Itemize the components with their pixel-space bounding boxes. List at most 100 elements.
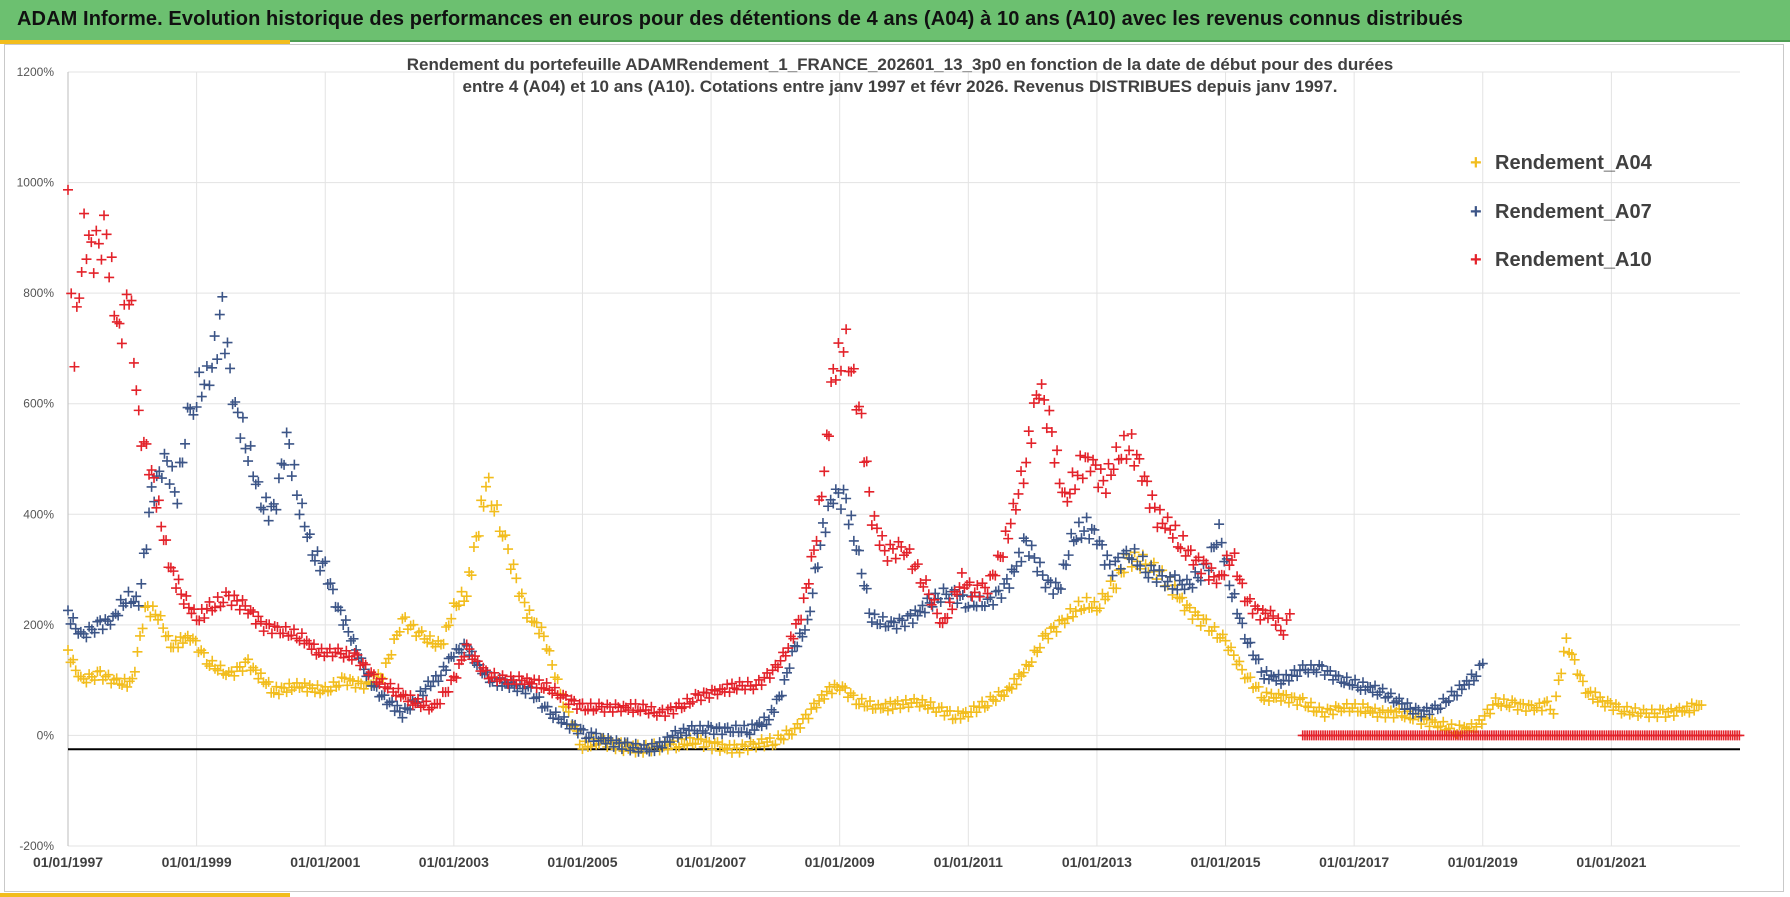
point-a10 bbox=[151, 502, 162, 513]
point-a10 bbox=[1165, 524, 1176, 535]
point-a07 bbox=[700, 728, 711, 739]
point-a04 bbox=[408, 619, 419, 630]
point-a10 bbox=[88, 268, 99, 279]
point-a07 bbox=[1424, 709, 1435, 720]
point-a04 bbox=[243, 654, 254, 665]
point-a04 bbox=[1292, 700, 1303, 711]
point-a07 bbox=[253, 476, 264, 487]
point-a04 bbox=[1062, 613, 1073, 624]
point-a07 bbox=[570, 719, 581, 730]
point-a07 bbox=[1468, 675, 1479, 686]
point-a07 bbox=[751, 719, 762, 730]
point-a07 bbox=[1232, 608, 1243, 619]
point-a04 bbox=[453, 600, 464, 611]
point-a07 bbox=[1311, 667, 1322, 678]
point-a07 bbox=[520, 688, 531, 699]
point-a04 bbox=[971, 707, 982, 718]
point-a04 bbox=[155, 610, 166, 621]
point-a04 bbox=[1498, 694, 1509, 705]
point-a07 bbox=[550, 707, 561, 718]
point-a10 bbox=[538, 683, 549, 694]
point-a04 bbox=[416, 626, 427, 637]
point-a07 bbox=[864, 608, 875, 619]
point-a10 bbox=[1284, 608, 1295, 619]
point-a10 bbox=[395, 691, 406, 702]
point-a04 bbox=[1305, 697, 1316, 708]
point-a10 bbox=[240, 600, 251, 611]
point-a07 bbox=[912, 610, 923, 621]
point-a07 bbox=[805, 606, 816, 617]
point-a04 bbox=[1509, 697, 1520, 708]
point-a04 bbox=[394, 626, 405, 637]
point-a04 bbox=[1283, 697, 1294, 708]
point-a07 bbox=[1402, 698, 1413, 709]
legend-marker-a04: + bbox=[1470, 152, 1482, 174]
point-a04 bbox=[177, 638, 188, 649]
point-a10 bbox=[106, 252, 117, 263]
point-a07 bbox=[1011, 560, 1022, 571]
point-a07 bbox=[1104, 559, 1115, 570]
point-a04 bbox=[207, 655, 218, 666]
point-a07 bbox=[1208, 542, 1219, 553]
point-a10 bbox=[944, 597, 955, 608]
point-a04 bbox=[620, 738, 631, 749]
point-a10 bbox=[237, 594, 248, 605]
point-a07 bbox=[164, 479, 175, 490]
point-a07 bbox=[243, 456, 254, 467]
point-a07 bbox=[1061, 560, 1072, 571]
point-a07 bbox=[1050, 577, 1061, 588]
point-a07 bbox=[1443, 695, 1454, 706]
point-a10 bbox=[1103, 458, 1114, 469]
point-a07 bbox=[397, 712, 408, 723]
point-a10 bbox=[853, 401, 864, 412]
point-a10 bbox=[1160, 523, 1171, 534]
point-a10 bbox=[980, 582, 991, 593]
x-tick-label: 01/01/2021 bbox=[1576, 854, 1646, 870]
point-a10 bbox=[864, 486, 875, 497]
point-a10 bbox=[1268, 610, 1279, 621]
point-a10 bbox=[1093, 482, 1104, 493]
point-a04 bbox=[441, 622, 452, 633]
point-a10 bbox=[569, 695, 580, 706]
point-a10 bbox=[912, 559, 923, 570]
y-tick-label: 0% bbox=[37, 728, 55, 742]
point-a04 bbox=[536, 622, 547, 633]
point-a07 bbox=[534, 692, 545, 703]
point-a07 bbox=[110, 608, 121, 619]
point-a04 bbox=[483, 472, 494, 483]
point-a07 bbox=[191, 401, 202, 412]
point-a10 bbox=[635, 706, 646, 717]
point-a10 bbox=[1005, 518, 1016, 529]
x-tick-label: 01/01/2007 bbox=[676, 854, 746, 870]
point-a10 bbox=[248, 606, 259, 617]
point-a10 bbox=[956, 567, 967, 578]
point-a10 bbox=[952, 589, 963, 600]
point-a04 bbox=[1553, 675, 1564, 686]
point-a07 bbox=[1037, 570, 1048, 581]
point-a07 bbox=[1026, 540, 1037, 551]
point-a04 bbox=[552, 674, 563, 685]
point-a04 bbox=[1174, 593, 1185, 604]
point-a07 bbox=[919, 607, 930, 618]
point-a07 bbox=[1066, 528, 1077, 539]
point-a07 bbox=[1107, 570, 1118, 581]
point-a07 bbox=[591, 728, 602, 739]
point-a04 bbox=[547, 659, 558, 670]
point-a10 bbox=[874, 540, 885, 551]
point-a04 bbox=[1487, 699, 1498, 710]
point-a10 bbox=[131, 385, 142, 396]
point-a10 bbox=[1085, 466, 1096, 477]
point-a10 bbox=[1021, 457, 1032, 468]
point-a10 bbox=[1242, 596, 1253, 607]
point-a07 bbox=[261, 492, 272, 503]
point-a10 bbox=[1262, 613, 1273, 624]
point-a04 bbox=[1592, 696, 1603, 707]
point-a07 bbox=[1040, 582, 1051, 593]
point-a10 bbox=[998, 552, 1009, 563]
point-a07 bbox=[657, 742, 668, 753]
point-a04 bbox=[856, 693, 867, 704]
y-tick-label: 800% bbox=[23, 286, 54, 300]
point-a10 bbox=[638, 699, 649, 710]
point-a04 bbox=[103, 669, 114, 680]
point-a10 bbox=[176, 589, 187, 600]
